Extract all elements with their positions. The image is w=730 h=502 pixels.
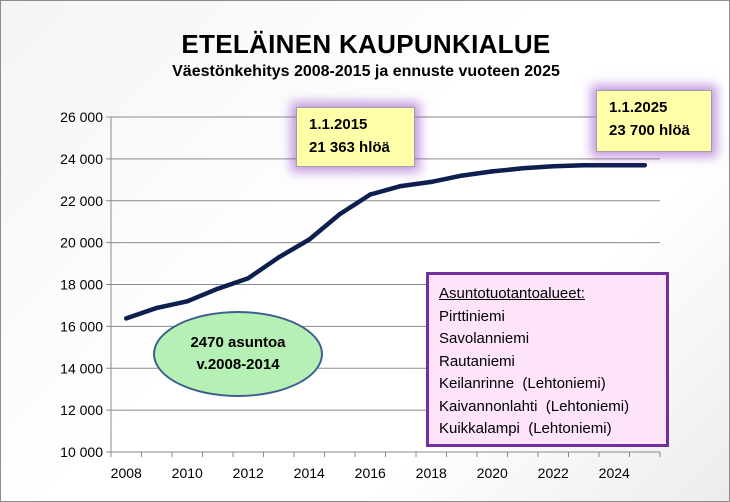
y-tick-label: 26 000	[60, 109, 103, 125]
production-area-item: Kaivannonlahti (Lehtoniemi)	[439, 397, 630, 415]
housing-note-line-1: 2470 asuntoa	[190, 334, 286, 351]
data-point	[185, 299, 190, 304]
y-tick-label: 16 000	[60, 318, 103, 334]
production-area-item: Rautaniemi	[439, 352, 515, 370]
callout-2015: 1.1.2015 21 363 hlöä	[296, 107, 415, 167]
data-point	[520, 166, 525, 171]
data-point	[642, 162, 647, 168]
housing-note-line-2: v.2008-2014	[196, 356, 280, 373]
data-point	[124, 316, 129, 321]
x-tick-label: 2012	[233, 465, 264, 481]
housing-note-ellipse: 2470 asuntoa v.2008-2014	[153, 311, 323, 397]
production-areas-heading: Asuntotuotantoalueet:	[439, 285, 585, 302]
chart-title: ETELÄINEN KAUPUNKIALUE	[181, 29, 551, 59]
production-area-item: Kuikkalampi (Lehtoniemi)	[439, 420, 612, 437]
y-axis: 10 000 12 000 14 000 16 000 18 000 20 000 22 0…	[60, 109, 112, 460]
x-tick-label: 2020	[477, 465, 508, 481]
x-axis: 2008 2010 2012 2014 2016 2018 2020 2022 2024	[110, 451, 661, 481]
production-area-item: Pirttiniemi	[439, 307, 505, 325]
data-point	[368, 192, 373, 197]
x-tick-label: 2010	[172, 465, 203, 481]
callout-2015-date: 1.1.2015	[309, 116, 368, 133]
y-tick-label: 24 000	[60, 151, 103, 167]
data-point	[459, 173, 464, 178]
x-tick-label: 2014	[294, 465, 325, 481]
x-tick-label: 2016	[355, 465, 386, 481]
production-area-item: Savolanniemi	[439, 330, 530, 347]
callout-2015-value: 21 363 hlöä	[309, 139, 390, 156]
x-tick-label: 2008	[111, 465, 142, 481]
data-point	[429, 179, 434, 185]
y-tick-label: 20 000	[60, 235, 103, 251]
data-point	[215, 286, 220, 291]
callout-2025-date: 1.1.2025	[609, 99, 668, 116]
data-point	[246, 276, 251, 281]
data-point	[581, 162, 586, 168]
y-tick-label: 18 000	[60, 277, 103, 293]
data-point	[398, 183, 403, 189]
y-tick-label: 10 000	[60, 444, 103, 460]
data-point	[307, 237, 312, 242]
data-point	[337, 211, 342, 217]
x-tick-label: 2024	[599, 465, 630, 481]
x-tick-label: 2018	[416, 465, 447, 481]
data-point	[612, 162, 617, 168]
series-layer	[124, 162, 648, 321]
production-areas-box: Asuntotuotantoalueet: Pirttiniemi Savola…	[426, 272, 669, 447]
callout-2025: 1.1.2025 23 700 hlöä	[596, 90, 712, 152]
production-area-item: Keilanrinne (Lehtoniemi)	[439, 375, 606, 392]
y-tick-label: 12 000	[60, 402, 103, 418]
data-point	[490, 169, 495, 174]
chart-subtitle: Väestönkehitys 2008-2015 ja ennuste vuot…	[172, 63, 560, 80]
y-tick-label: 22 000	[60, 193, 103, 209]
data-point	[551, 164, 556, 169]
series-line	[124, 162, 648, 321]
data-point	[276, 255, 281, 260]
x-tick-label: 2022	[538, 465, 569, 481]
data-point	[154, 305, 159, 311]
y-tick-label: 14 000	[60, 360, 103, 376]
callout-2025-value: 23 700 hlöä	[609, 122, 690, 139]
